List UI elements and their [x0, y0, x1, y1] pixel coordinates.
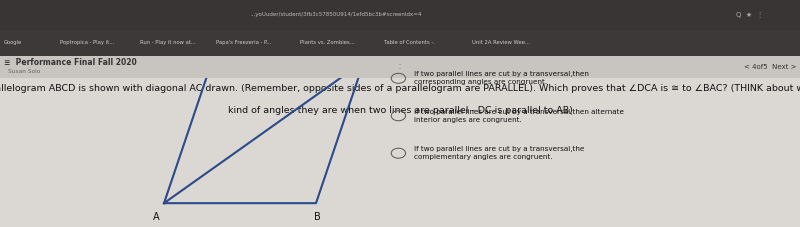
- Text: kind of angles they are when two lines are parallel - DC is parallel to AB): kind of angles they are when two lines a…: [227, 106, 573, 115]
- Text: D: D: [194, 46, 202, 56]
- Text: Papa's Freezeria - P...: Papa's Freezeria - P...: [216, 40, 271, 45]
- Text: ≡  Performance Final Fall 2020: ≡ Performance Final Fall 2020: [4, 58, 137, 67]
- Text: A: A: [153, 212, 159, 222]
- Bar: [0, 78, 800, 227]
- Text: B: B: [314, 212, 321, 222]
- Text: C: C: [370, 46, 376, 56]
- Bar: [0, 0, 800, 30]
- Text: < 4of5  Next >: < 4of5 Next >: [743, 64, 796, 70]
- Text: Table of Contents -.: Table of Contents -.: [384, 40, 435, 45]
- Text: Parallelogram ABCD is shown with diagonal AC drawn. (Remember, opposite sides of: Parallelogram ABCD is shown with diagona…: [0, 84, 800, 93]
- Text: Google: Google: [4, 40, 22, 45]
- Text: Run - Play it now at...: Run - Play it now at...: [140, 40, 196, 45]
- Text: Q  ★  ⋮: Q ★ ⋮: [736, 12, 764, 18]
- Text: Plants vs. Zombies...: Plants vs. Zombies...: [300, 40, 354, 45]
- Text: ...yoUuder/student/3fb3c57850U914/1efd5bc3b#screenIdx=4: ...yoUuder/student/3fb3c57850U914/1efd5b…: [250, 12, 422, 17]
- Text: If two parallel lines are cut by a transversal,the
complementary angles are cong: If two parallel lines are cut by a trans…: [414, 146, 584, 160]
- Bar: [0, 56, 800, 78]
- Text: Unit 2A Review Wee...: Unit 2A Review Wee...: [472, 40, 530, 45]
- Text: ::: ::: [398, 62, 402, 72]
- Text: If two parallel lines are cut by a transversal,then alternate
interior angles ar: If two parallel lines are cut by a trans…: [414, 109, 624, 123]
- Text: Poptropica - Play it...: Poptropica - Play it...: [60, 40, 114, 45]
- Text: If two parallel lines are cut by a transversal, then alternate
exterior angles a: If two parallel lines are cut by a trans…: [414, 35, 626, 49]
- Text: If two parallel lines are cut by a transversal,then
corresponding angles are con: If two parallel lines are cut by a trans…: [414, 72, 589, 85]
- Text: Susan Solo: Susan Solo: [8, 69, 40, 74]
- Bar: [0, 30, 800, 56]
